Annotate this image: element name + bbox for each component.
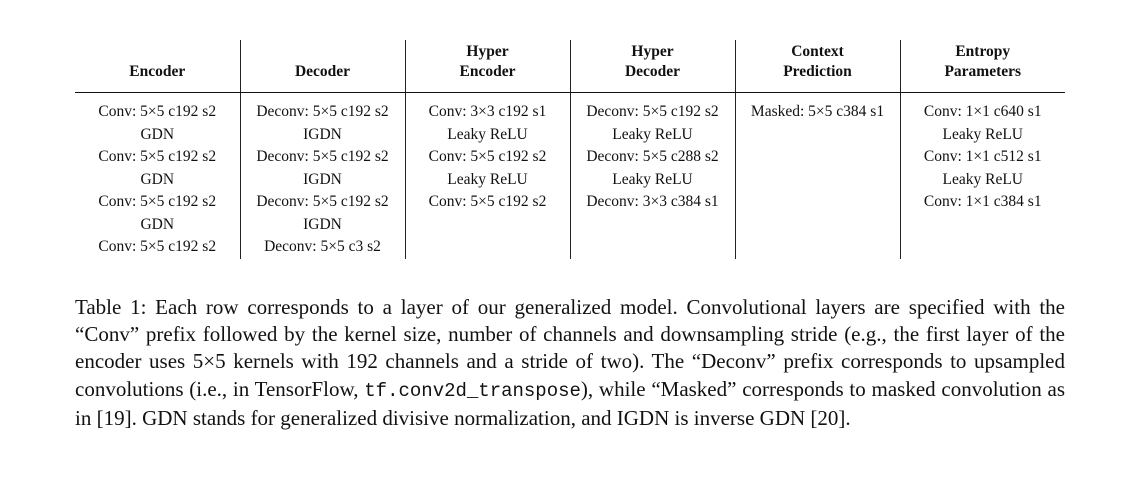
layer-entry: Deconv: 5×5 c3 s2 <box>264 238 381 255</box>
table-body: Conv: 5×5 c192 s2 GDN Conv: 5×5 c192 s2 GDN… <box>75 92 1065 259</box>
column-header-line: Decoder <box>294 63 351 80</box>
column-header-line: Prediction <box>783 63 852 80</box>
column-header-entropy-parameters: Entropy Parameters <box>899 40 1065 93</box>
layer-entry: Conv: 5×5 c192 s2 <box>428 148 547 165</box>
column-header-line: Context <box>791 43 844 60</box>
layer-entry: Conv: 1×1 c384 s1 <box>923 193 1042 210</box>
header-row: Encoder Decoder Hyper Encoder Hyper Decoder Co… <box>75 40 1065 93</box>
layer-entry: IGDN <box>303 215 342 233</box>
layer-entry: Leaky ReLU <box>447 170 528 188</box>
layer-entry: GDN <box>140 125 175 143</box>
caption-text-end: ), while “Masked” corresponds to masked … <box>75 376 1065 430</box>
layer-entry: Deconv: 5×5 c192 s2 <box>256 148 389 165</box>
column-header-encoder: Encoder <box>75 40 240 93</box>
column-header-decoder: Decoder <box>239 40 405 93</box>
column-header-hyper-encoder: Hyper Encoder <box>404 40 570 93</box>
layer-entry: Conv: 1×1 c512 s1 <box>923 148 1042 165</box>
layer-entry: Leaky ReLU <box>942 170 1023 188</box>
layer-entry: Deconv: 5×5 c192 s2 <box>586 103 719 120</box>
layer-entry: GDN <box>140 170 175 188</box>
architecture-table: Encoder Decoder Hyper Encoder Hyper Decoder Co… <box>75 40 1065 259</box>
column-header-line: Hyper <box>631 43 674 60</box>
layer-entry: Masked: 5×5 c384 s1 <box>750 103 885 120</box>
body-row: Conv: 5×5 c192 s2 GDN Conv: 5×5 c192 s2 GDN… <box>75 92 1065 259</box>
column-header-context-prediction: Context Prediction <box>734 40 900 93</box>
layer-entry: Conv: 5×5 c192 s2 <box>98 193 217 210</box>
layer-entry: GDN <box>140 215 175 233</box>
layer-entry: IGDN <box>303 125 342 143</box>
architecture-table-container: Encoder Decoder Hyper Encoder Hyper Decoder Co… <box>75 40 1065 259</box>
column-cell-hyper-encoder: Conv: 3×3 c192 s1 Leaky ReLU Conv: 5×5 c19… <box>404 92 570 259</box>
layer-entry: Deconv: 5×5 c192 s2 <box>256 103 389 120</box>
column-header-line: Decoder <box>624 63 681 80</box>
layer-entry: Leaky ReLU <box>612 170 693 188</box>
column-header-line: Encoder <box>459 63 516 80</box>
layer-entry: Leaky ReLU <box>612 125 693 143</box>
layer-entry: Deconv: 5×5 c288 s2 <box>586 148 719 165</box>
table-caption: Table 1: Each row corresponds to a layer… <box>75 294 1065 432</box>
layer-entry: Deconv: 5×5 c192 s2 <box>256 193 389 210</box>
layer-entry: Conv: 5×5 c192 s2 <box>428 193 547 210</box>
layer-entry: Conv: 3×3 c192 s1 <box>428 103 547 120</box>
column-cell-context-prediction: Masked: 5×5 c384 s1 <box>734 92 900 259</box>
column-header-hyper-decoder: Hyper Decoder <box>569 40 735 93</box>
column-cell-hyper-decoder: Deconv: 5×5 c192 s2 Leaky ReLU Deconv: 5×5… <box>569 92 735 259</box>
layer-entry: Conv: 1×1 c640 s1 <box>923 103 1042 120</box>
column-header-line: Parameters <box>944 63 1022 80</box>
column-cell-decoder: Deconv: 5×5 c192 s2 IGDN Deconv: 5×5 c192 … <box>239 92 405 259</box>
column-cell-encoder: Conv: 5×5 c192 s2 GDN Conv: 5×5 c192 s2 GDN… <box>75 93 240 259</box>
layer-entry: Deconv: 3×3 c384 s1 <box>586 193 719 210</box>
layer-entry: IGDN <box>303 170 342 188</box>
layer-entry: Leaky ReLU <box>447 125 528 143</box>
column-header-line: Hyper <box>466 43 509 60</box>
column-header-line: Encoder <box>129 63 186 80</box>
caption-code: tf.conv2d_transpose <box>364 379 581 402</box>
layer-entry: Conv: 5×5 c192 s2 <box>98 103 217 120</box>
table-header: Encoder Decoder Hyper Encoder Hyper Decoder Co… <box>75 40 1065 93</box>
column-cell-entropy-parameters: Conv: 1×1 c640 s1 Leaky ReLU Conv: 1×1 c51… <box>899 92 1065 259</box>
layer-entry: Leaky ReLU <box>942 125 1023 143</box>
column-header-line: Entropy <box>955 43 1011 60</box>
caption-text-start: Table 1: Each row corresponds to a layer… <box>75 295 1065 401</box>
layer-entry: Conv: 5×5 c192 s2 <box>98 148 217 165</box>
layer-entry: Conv: 5×5 c192 s2 <box>98 238 217 255</box>
